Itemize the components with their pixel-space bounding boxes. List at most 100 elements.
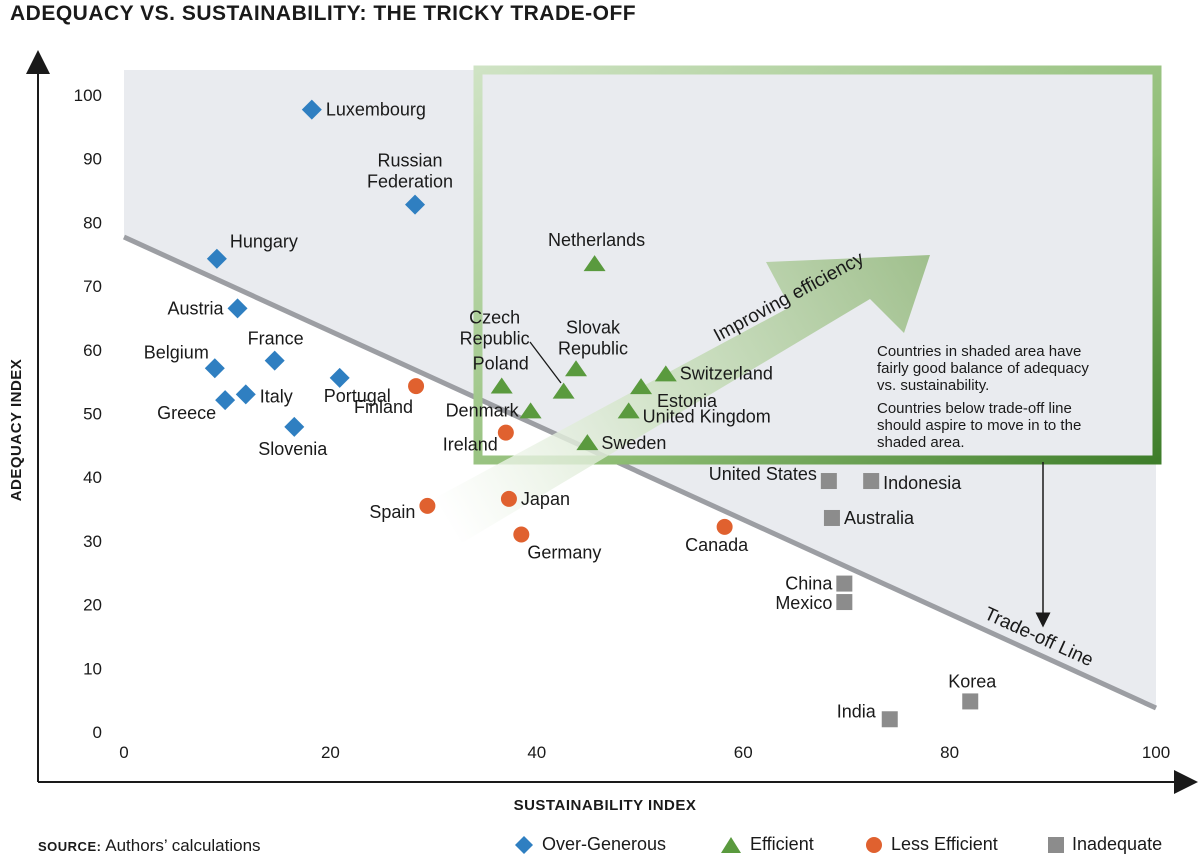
point-label-line: Slovak: [566, 317, 621, 337]
data-points: [204, 99, 979, 728]
y-tick-label: 90: [83, 150, 102, 169]
point-label-line: Netherlands: [548, 230, 645, 250]
point-label: Finland: [354, 397, 413, 417]
note-line: shaded area.: [877, 434, 965, 451]
point-label: Belgium: [144, 342, 209, 362]
point-label-line: Korea: [948, 671, 997, 691]
point-label: Greece: [157, 403, 216, 423]
czech-leader-line: [529, 341, 562, 384]
point-label: United Kingdom: [643, 406, 771, 426]
point-ireland: [497, 424, 514, 441]
y-tick-label: 70: [83, 277, 102, 296]
point-canada: [716, 518, 733, 535]
source-label: SOURCE:: [38, 839, 102, 854]
note-line: should aspire to move in to the: [877, 417, 1081, 434]
point-label-line: Denmark: [446, 400, 520, 420]
x-tick-label: 60: [734, 743, 753, 762]
point-label-line: Mexico: [775, 593, 832, 613]
point-label-line: Republic: [460, 329, 530, 349]
point-luxembourg: [301, 99, 322, 120]
point-label-line: France: [248, 329, 304, 349]
point-label-line: Luxembourg: [326, 100, 426, 120]
improving-efficiency-arrow: [435, 255, 930, 543]
point-label: Indonesia: [883, 473, 962, 493]
x-tick-labels: 0 20 40 60 80 100: [119, 743, 1170, 762]
point-label-line: Greece: [157, 403, 216, 423]
point-label: Sweden: [601, 433, 666, 453]
point-mexico: [836, 594, 853, 611]
point-label: Czech Republic: [460, 308, 530, 349]
point-portugal: [329, 367, 350, 388]
point-label-line: Belgium: [144, 342, 209, 362]
legend-label: Efficient: [750, 834, 814, 854]
point-label-line: Portugal: [324, 386, 391, 406]
x-tick-label: 0: [119, 743, 128, 762]
circle-icon: [866, 836, 882, 853]
y-tick-label: 100: [74, 86, 102, 105]
source-note: SOURCE: Authors’ calculations: [38, 836, 261, 856]
point-label-line: Switzerland: [680, 363, 773, 383]
point-label-line: Austria: [167, 298, 224, 318]
point-label: India: [837, 701, 877, 721]
point-label: Austria: [167, 298, 224, 318]
point-denmark: [519, 402, 542, 419]
note-line: Countries below trade-off line: [877, 400, 1072, 417]
point-korea: [962, 693, 979, 710]
point-slovak-republic: [565, 360, 588, 377]
x-tick-label: 40: [527, 743, 546, 762]
y-tick-label: 50: [83, 405, 102, 424]
tradeoff-line: [122, 234, 1158, 711]
source-text: Authors’ calculations: [105, 836, 261, 855]
note-text: Countries in shaded area have fairly good…: [877, 343, 1089, 451]
point-sweden: [576, 434, 599, 451]
point-label: Luxembourg: [326, 100, 426, 120]
point-label: Germany: [527, 543, 601, 563]
legend-label: Over-Generous: [542, 834, 667, 854]
y-tick-label: 80: [83, 213, 102, 232]
point-labels: Luxembourg Russian Federation Hungary Austri…: [144, 100, 997, 722]
legend-less-efficient: Less Efficient: [865, 834, 998, 855]
point-indonesia: [863, 473, 880, 490]
point-label: Switzerland: [680, 363, 773, 383]
legend-over-generous: Over-Generous: [514, 834, 666, 855]
point-label-line: China: [785, 574, 833, 594]
y-tick-label: 30: [83, 532, 102, 551]
point-label-line: Estonia: [657, 391, 718, 411]
point-label-line: Sweden: [601, 433, 666, 453]
square-icon: [1048, 836, 1064, 853]
point-label: Italy: [260, 386, 293, 406]
point-estonia: [630, 378, 653, 395]
point-label: Hungary: [230, 232, 298, 252]
x-tick-label: 100: [1142, 743, 1170, 762]
y-tick-label: 10: [83, 659, 102, 678]
point-spain: [419, 497, 436, 514]
point-poland: [490, 377, 513, 394]
note-line: Countries in shaded area have: [877, 343, 1081, 360]
y-axis-label: ADEQUACY INDEX: [8, 359, 25, 502]
y-tick-label: 60: [83, 341, 102, 360]
point-hungary: [206, 248, 227, 269]
point-label-line: Russian: [378, 151, 443, 171]
point-label: Korea: [948, 671, 997, 691]
point-label-line: Canada: [685, 535, 749, 555]
x-tick-label: 80: [940, 743, 959, 762]
y-tick-label: 0: [93, 723, 102, 742]
point-label: Spain: [369, 502, 415, 522]
point-netherlands: [583, 255, 606, 272]
point-label-line: Czech: [469, 308, 520, 328]
point-italy: [235, 384, 256, 405]
point-label-line: Spain: [369, 502, 415, 522]
y-tick-labels: 0 10 20 30 40 50 60 70 80 90 100: [74, 86, 102, 742]
legend-inadequate: Inadequate: [1048, 834, 1162, 855]
legend-label: Inadequate: [1072, 834, 1163, 854]
point-label-line: Australia: [844, 508, 915, 528]
point-label: France: [248, 329, 304, 349]
point-belgium: [204, 358, 225, 379]
point-label: Russian Federation: [367, 151, 453, 192]
point-france: [264, 350, 285, 371]
point-germany: [513, 526, 530, 543]
point-label: Ireland: [443, 435, 498, 455]
point-austria: [227, 298, 248, 319]
point-label-line: Hungary: [230, 232, 298, 252]
point-label: Mexico: [775, 593, 832, 613]
